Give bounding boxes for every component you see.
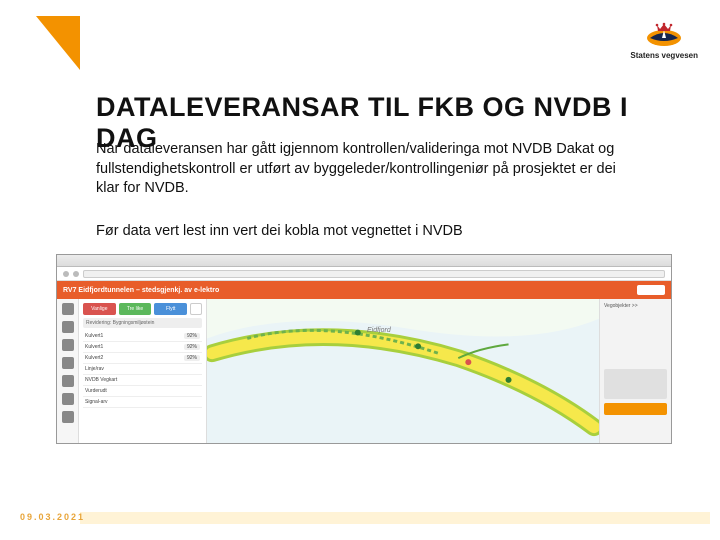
- action-buttons: Vanlige Tre like Flytt: [83, 303, 202, 315]
- embedded-screenshot: RV7 Eidfjordtunnelen – stedsgjenkj. av e…: [56, 254, 672, 444]
- panel-item-pct: 92%: [184, 355, 200, 361]
- right-panel-box: [604, 369, 667, 399]
- icon-rail: [57, 299, 79, 443]
- btn-trelike: Tre like: [119, 303, 152, 315]
- btn-vanlige: Vanlige: [83, 303, 116, 315]
- more-icon: [62, 411, 74, 423]
- panel-item-label: Signal-arv: [85, 399, 108, 405]
- nav-back-icon: [63, 271, 69, 277]
- right-panel: Vegobjekter >>: [599, 299, 671, 443]
- panel-item-label: Vurderudt: [85, 388, 107, 394]
- left-panel: Vanlige Tre like Flytt Revidering: Bygni…: [79, 299, 207, 443]
- window-titlebar: [57, 255, 671, 267]
- pencil-icon: [62, 339, 74, 351]
- panel-item: Linje/rav: [83, 364, 202, 375]
- panel-item-label: NVDB Vegkart: [85, 377, 117, 383]
- panel-item-pct: 92%: [184, 344, 200, 350]
- panel-item: Kulvert1 92%: [83, 331, 202, 342]
- panel-item-pct: 92%: [184, 333, 200, 339]
- crown-road-icon: [644, 20, 684, 48]
- paragraph-1: Når dataleveransen har gått igjennom kon…: [96, 140, 616, 199]
- right-panel-button: [604, 403, 667, 415]
- app-header-bar: RV7 Eidfjordtunnelen – stedsgjenkj. av e…: [57, 281, 671, 299]
- address-field: [83, 270, 665, 278]
- refresh-icon: [190, 303, 202, 315]
- circle-icon: [62, 357, 74, 369]
- panel-subtitle: Revidering: Bygningsmiljøstein: [83, 318, 202, 328]
- map-canvas: Eidfjord: [207, 299, 599, 443]
- panel-item-label: Kulvert2: [85, 355, 103, 361]
- layers-icon: [62, 321, 74, 333]
- clip-icon: [62, 393, 74, 405]
- map-svg: [207, 299, 599, 443]
- browser-toolbar: [57, 267, 671, 281]
- home-icon: [62, 303, 74, 315]
- btn-flytt: Flytt: [154, 303, 187, 315]
- panel-item: Signal-arv: [83, 397, 202, 408]
- logo-text: Statens vegvesen: [630, 51, 698, 60]
- footer-date: 09.03.2021: [20, 512, 85, 522]
- map-place-label: Eidfjord: [367, 327, 391, 334]
- panel-item: Vurderudt: [83, 386, 202, 397]
- app-main: Vanlige Tre like Flytt Revidering: Bygni…: [57, 299, 671, 443]
- project-title: RV7 Eidfjordtunnelen – stedsgjenkj. av e…: [63, 287, 219, 294]
- nav-fwd-icon: [73, 271, 79, 277]
- panel-item-label: Linje/rav: [85, 366, 104, 372]
- box-icon: [62, 375, 74, 387]
- panel-item: NVDB Vegkart: [83, 375, 202, 386]
- panel-item: Kulvert2 92%: [83, 353, 202, 364]
- right-panel-label: Vegobjekter >>: [604, 303, 667, 309]
- org-logo: Statens vegvesen: [630, 20, 698, 60]
- panel-item-label: Kulvert1: [85, 333, 103, 339]
- corner-accent: [36, 16, 80, 70]
- paragraph-2: Før data vert lest inn vert dei kobla mo…: [96, 222, 616, 242]
- panel-item: Kulvert1 92%: [83, 342, 202, 353]
- panel-item-label: Kulvert1: [85, 344, 103, 350]
- footer-strip: [80, 512, 710, 524]
- header-logo-mini: [637, 285, 665, 295]
